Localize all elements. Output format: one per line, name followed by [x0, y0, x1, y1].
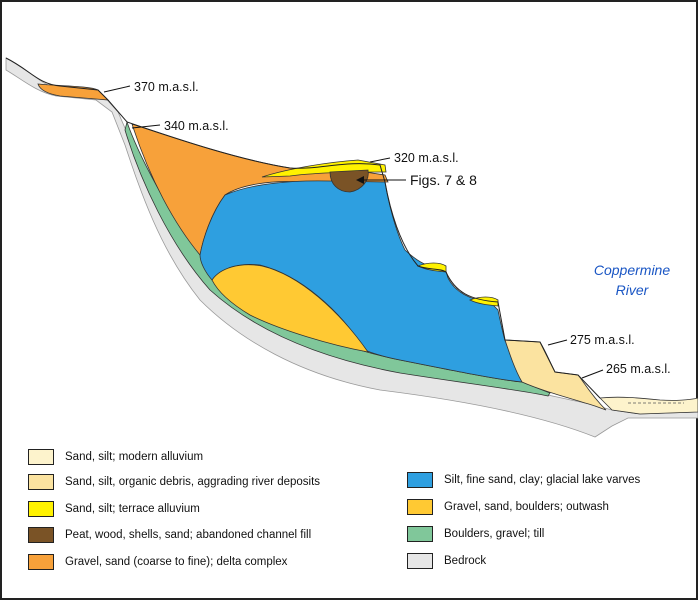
elevation-label-265: 265 m.a.s.l. [606, 362, 671, 376]
legend-item-outwash: Gravel, sand, boulders; outwash [407, 498, 609, 516]
legend-label: Boulders, gravel; till [444, 528, 545, 540]
leader-275 [547, 339, 568, 346]
legend-swatch [407, 553, 433, 569]
legend-item-abandoned-channel: Peat, wood, shells, sand; abandoned chan… [28, 526, 311, 544]
legend-item-modern-alluvium: Sand, silt; modern alluvium [28, 448, 203, 466]
elevation-label-275: 275 m.a.s.l. [570, 333, 635, 347]
legend-item-till: Boulders, gravel; till [407, 525, 544, 543]
legend-item-glacial-lake: Silt, fine sand, clay; glacial lake varv… [407, 471, 640, 489]
river-label-line2: River [616, 282, 650, 298]
legend-item-delta-complex: Gravel, sand (coarse to fine); delta com… [28, 553, 287, 571]
leader-figs-arrowhead [356, 176, 364, 184]
legend-item-terrace-alluvium: Sand, silt; terrace alluvium [28, 500, 200, 518]
legend-label: Silt, fine sand, clay; glacial lake varv… [444, 474, 641, 486]
modern-alluvium [599, 396, 698, 415]
legend-label: Bedrock [444, 555, 487, 567]
legend-label: Sand, silt; modern alluvium [65, 451, 204, 463]
legend-swatch [407, 526, 433, 542]
legend-swatch [407, 499, 433, 515]
legend-item-bedrock: Bedrock [407, 552, 486, 570]
legend-swatch [28, 501, 54, 517]
leader-320 [369, 157, 391, 163]
leader-370 [103, 85, 131, 93]
legend-swatch [407, 472, 433, 488]
legend-label: Sand, silt; terrace alluvium [65, 503, 200, 515]
legend-swatch [28, 474, 54, 490]
legend-swatch [28, 527, 54, 543]
elevation-label-320: 320 m.a.s.l. [394, 151, 459, 165]
leader-265 [581, 369, 604, 379]
leader-340 [131, 124, 161, 129]
ground-surface [5, 57, 601, 399]
legend-label: Gravel, sand (coarse to fine); delta com… [65, 556, 288, 568]
elevation-label-340: 340 m.a.s.l. [164, 119, 229, 133]
abandoned-channel-fill [329, 169, 369, 193]
legend-label: Sand, silt, organic debris, aggrading ri… [65, 476, 321, 488]
outwash-layer [211, 264, 369, 353]
terrace-alluvium-top [261, 159, 387, 178]
river-label-line1: Coppermine [594, 262, 670, 278]
legend-item-aggrading-river: Sand, silt, organic debris, aggrading ri… [28, 473, 320, 491]
legend-swatch [28, 554, 54, 570]
figure-reference-label: Figs. 7 & 8 [410, 172, 477, 188]
elevation-label-370: 370 m.a.s.l. [134, 80, 199, 94]
legend-swatch [28, 449, 54, 465]
legend-label: Gravel, sand, boulders; outwash [444, 501, 609, 513]
legend-label: Peat, wood, shells, sand; abandoned chan… [65, 529, 312, 541]
